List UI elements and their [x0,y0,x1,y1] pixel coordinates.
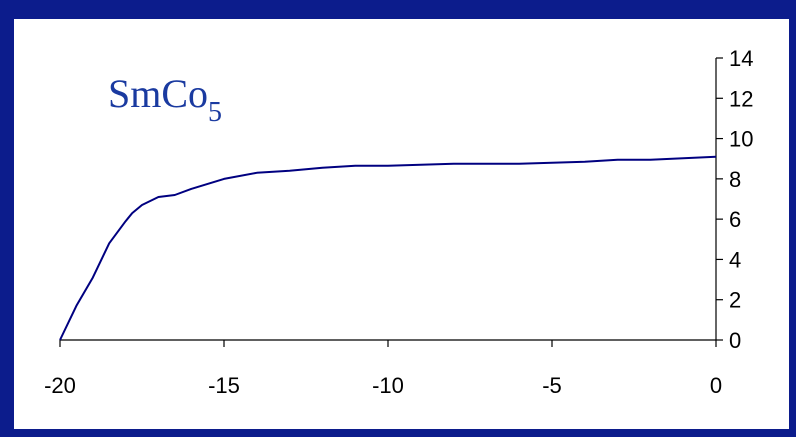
y-tick-label: 14 [729,46,753,71]
slide-frame [4,4,792,433]
y-tick-label: 12 [729,86,753,111]
y-tick-label: 10 [729,127,753,152]
x-tick-label: 0 [710,373,722,398]
x-tick-label: -10 [372,373,404,398]
x-tick-label: -20 [44,373,76,398]
chart-title: SmCo5 [108,71,222,128]
y-tick-label: 8 [729,167,741,192]
chart-panel [14,19,789,429]
y-tick-label: 4 [729,247,741,272]
y-tick-label: 2 [729,288,741,313]
y-tick-label: 0 [729,328,741,353]
series-line [59,155,717,341]
chart-title-main: SmCo [108,71,208,116]
x-tick-label: -15 [208,373,240,398]
x-tick-label: -5 [542,373,562,398]
axes: -20 -15 -10 -5 00 2 4 6 8 10 12 14 [44,46,753,398]
series-marks [59,155,717,341]
y-tick-label: 6 [729,207,741,232]
chart-title-subscript: 5 [208,97,222,128]
